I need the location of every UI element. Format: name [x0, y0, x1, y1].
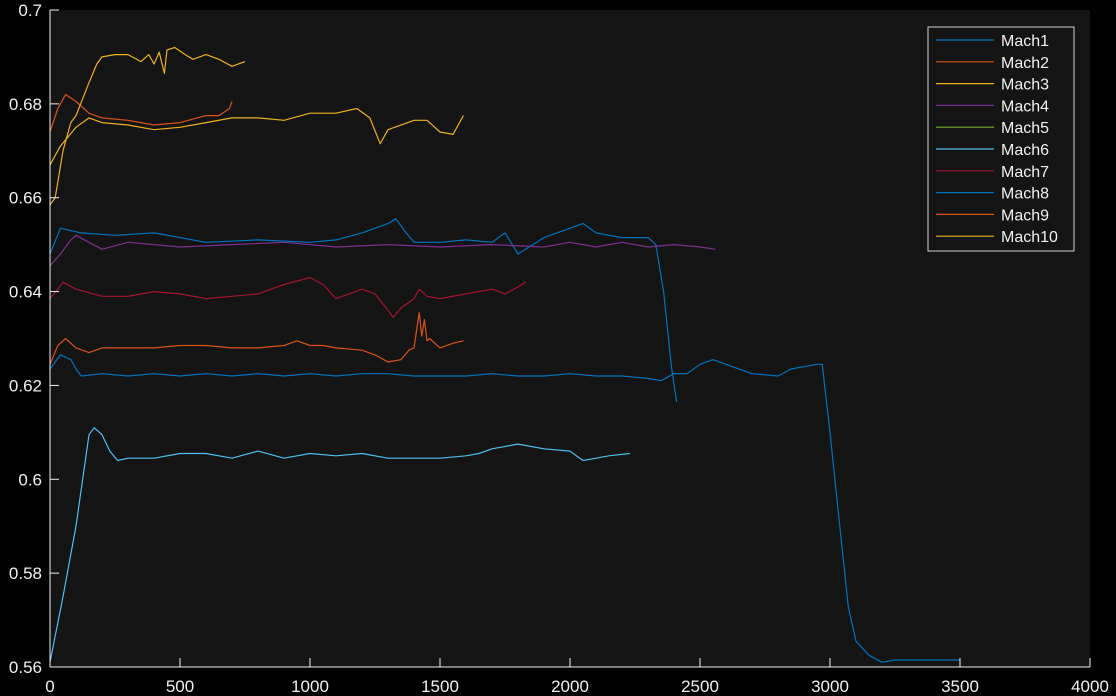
x-tick-label: 1500 [421, 677, 459, 696]
legend-label-mach4: Mach4 [1001, 98, 1049, 115]
x-tick-label: 3500 [941, 677, 979, 696]
legend-label-mach7: Mach7 [1001, 164, 1049, 181]
x-tick-label: 1000 [291, 677, 329, 696]
x-tick-label: 3000 [811, 677, 849, 696]
y-tick-label: 0.56 [9, 658, 42, 677]
series-line-mach9 [49, 312, 464, 365]
legend-label-mach1: Mach1 [1001, 33, 1049, 50]
legend-label-mach10: Mach10 [1001, 229, 1058, 246]
series-line-mach4 [49, 234, 716, 267]
y-tick-label: 0.66 [9, 189, 42, 208]
x-tick-label: 2500 [681, 677, 719, 696]
series-line-mach2 [49, 93, 233, 133]
x-tick-label: 500 [166, 677, 194, 696]
series-line-mach3 [49, 107, 464, 166]
legend-label-mach5: Mach5 [1001, 120, 1049, 137]
axes-layer: 0 500 1000 1500 2000 2500 3000 3500 4000 0.56 0.58… [9, 1, 1109, 696]
y-tick-label: 0.7 [18, 1, 42, 20]
legend-label-mach2: Mach2 [1001, 55, 1049, 72]
x-tick-label: 4000 [1071, 677, 1109, 696]
series-line-mach8 [49, 354, 960, 663]
x-tick-label: 0 [45, 677, 54, 696]
y-tick-label: 0.68 [9, 95, 42, 114]
legend-label-mach8: Mach8 [1001, 186, 1049, 203]
y-tick-label: 0.64 [9, 283, 42, 302]
series-line-mach7 [49, 276, 527, 318]
legend-label-mach3: Mach3 [1001, 77, 1049, 94]
series-line-mach10 [49, 46, 246, 206]
legend-label-mach9: Mach9 [1001, 207, 1049, 224]
x-tick-label: 2000 [551, 677, 589, 696]
series-layer [49, 46, 960, 663]
series-line-mach1 [49, 218, 678, 402]
y-tick-label: 0.62 [9, 376, 42, 395]
y-tick-label: 0.6 [18, 470, 42, 489]
legend: Mach1 Mach2 Mach3 Mach4 Mach5 Mach6 Mach7 Mach8… [927, 26, 1075, 252]
legend-label-mach6: Mach6 [1001, 142, 1049, 159]
legend-box [927, 26, 1075, 252]
series-line-mach6 [49, 427, 630, 663]
y-tick-label: 0.58 [9, 564, 42, 583]
